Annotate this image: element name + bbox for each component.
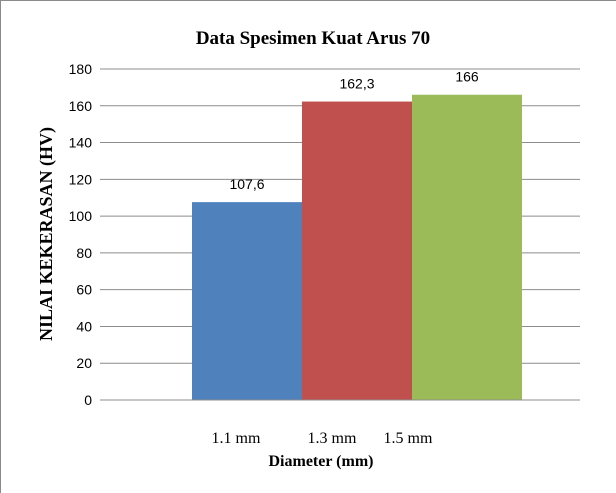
y-tick-label: 160 — [69, 98, 93, 114]
y-tick-label: 60 — [76, 282, 92, 298]
x-tick-labels: 1.1 mm 1.3 mm 1.5 mm — [212, 430, 433, 447]
y-tick-label: 100 — [69, 208, 93, 224]
bars — [192, 94, 522, 400]
chart-title: Data Spesimen Kuat Arus 70 — [196, 28, 430, 49]
bar-3 — [412, 94, 522, 400]
y-tick-label: 0 — [84, 392, 92, 408]
x-tick-label: 1.5 mm — [384, 430, 433, 447]
y-tick-labels: 0 20 40 60 80 100 120 140 160 180 — [69, 61, 93, 408]
y-tick-label: 80 — [76, 245, 92, 261]
bar-1 — [192, 202, 302, 400]
x-axis-title: Diameter (mm) — [269, 453, 374, 470]
bar-2 — [302, 101, 412, 400]
y-tick-label: 140 — [69, 135, 93, 151]
y-tick-label: 20 — [76, 355, 92, 371]
y-tick-label: 180 — [69, 61, 93, 77]
y-tick-label: 40 — [76, 318, 92, 334]
data-label: 107,6 — [229, 176, 264, 192]
y-axis-title: NILAI KEKERASAN (HV) — [36, 127, 57, 341]
x-tick-label: 1.3 mm — [308, 430, 357, 447]
data-labels: 107,6 162,3 166 — [229, 69, 478, 192]
y-tick-label: 120 — [69, 171, 93, 187]
x-tick-label: 1.1 mm — [212, 430, 261, 447]
data-label: 166 — [455, 69, 479, 85]
data-label: 162,3 — [339, 76, 374, 92]
